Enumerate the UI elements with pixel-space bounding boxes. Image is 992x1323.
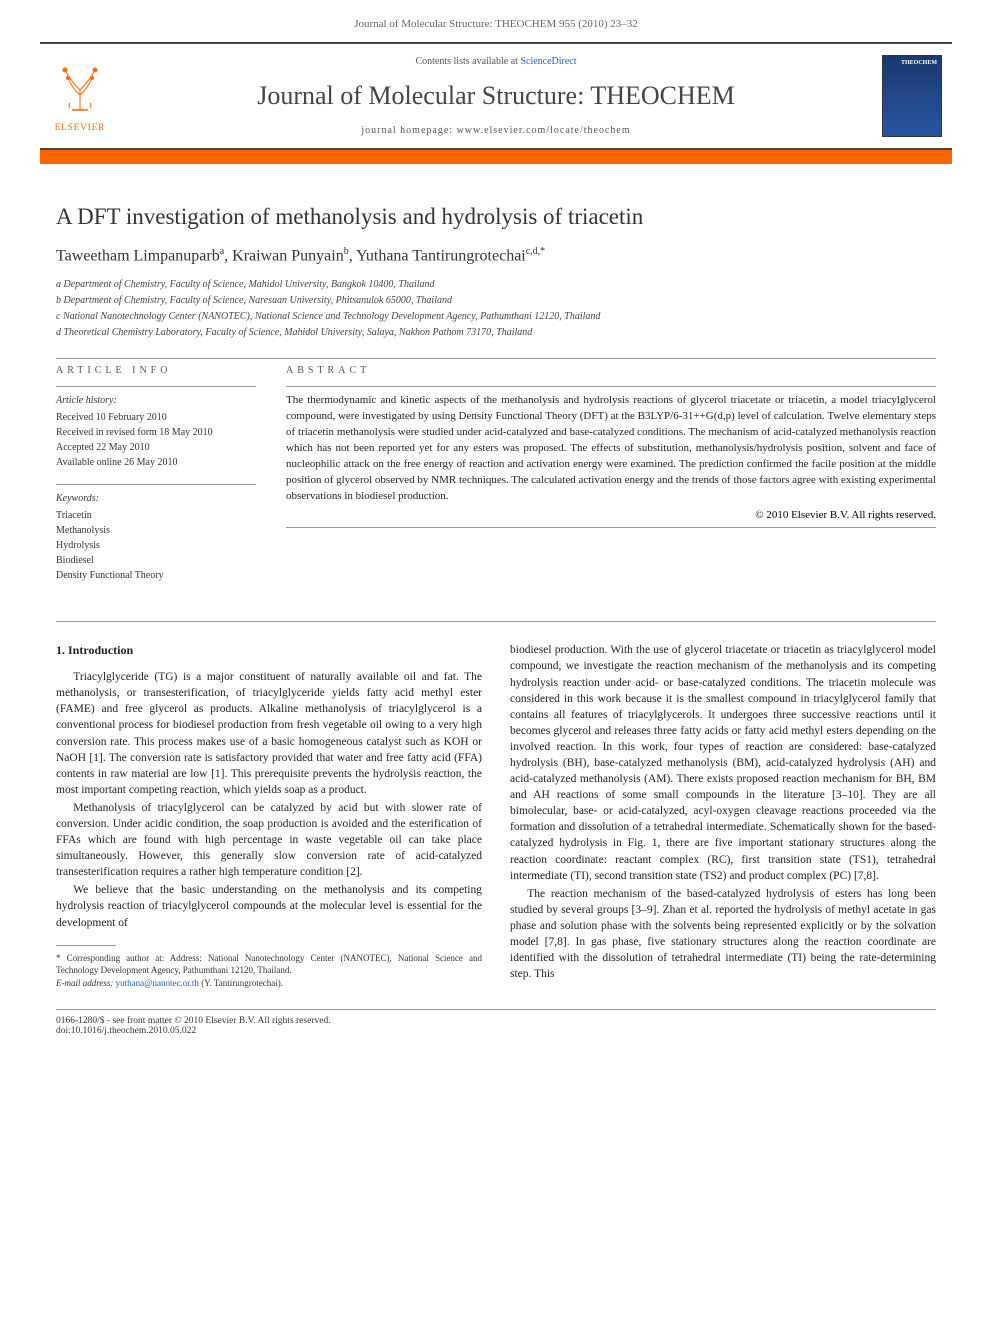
history-2: Accepted 22 May 2010: [56, 440, 256, 455]
sciencedirect-link[interactable]: ScienceDirect: [520, 56, 576, 67]
journal-cover[interactable]: THEOCHEM: [872, 44, 952, 148]
article-info-column: ARTICLE INFO Article history: Received 1…: [56, 365, 256, 597]
contents-prefix: Contents lists available at: [415, 56, 520, 67]
keyword-0: Triacetin: [56, 508, 256, 523]
keyword-1: Methanolysis: [56, 523, 256, 538]
affiliations: a Department of Chemistry, Faculty of Sc…: [56, 277, 936, 340]
elsevier-tree-icon: [50, 60, 110, 120]
divider: [56, 358, 936, 359]
divider: [56, 386, 256, 387]
divider: [286, 386, 936, 387]
section-heading-intro: 1. Introduction: [56, 642, 482, 659]
keyword-2: Hydrolysis: [56, 538, 256, 553]
body-left-column: 1. Introduction Triacylglyceride (TG) is…: [56, 642, 482, 989]
history-3: Available online 26 May 2010: [56, 455, 256, 470]
body-columns: 1. Introduction Triacylglyceride (TG) is…: [56, 642, 936, 989]
accent-bar: [40, 150, 952, 164]
affiliation-c: c National Nanotechnology Center (NANOTE…: [56, 309, 936, 324]
article-history: Article history: Received 10 February 20…: [56, 393, 256, 470]
homepage-url[interactable]: www.elsevier.com/locate/theochem: [457, 125, 631, 136]
affiliation-d: d Theoretical Chemistry Laboratory, Facu…: [56, 325, 936, 340]
citation-text: Journal of Molecular Structure: THEOCHEM…: [354, 18, 638, 30]
article-title: A DFT investigation of methanolysis and …: [56, 204, 936, 230]
footer-bar: 0166-1280/$ - see front matter © 2010 El…: [56, 1009, 936, 1036]
keyword-4: Density Functional Theory: [56, 568, 256, 583]
intro-p5: The reaction mechanism of the based-cata…: [510, 886, 936, 983]
email-label: E-mail address:: [56, 978, 116, 988]
intro-p4: biodiesel production. With the use of gl…: [510, 642, 936, 883]
history-head: Article history:: [56, 393, 256, 408]
cover-title: THEOCHEM: [901, 60, 937, 66]
abstract-copyright: © 2010 Elsevier B.V. All rights reserved…: [286, 509, 936, 521]
footer-issn: 0166-1280/$ - see front matter © 2010 El…: [56, 1016, 936, 1026]
divider: [56, 621, 936, 622]
history-0: Received 10 February 2010: [56, 410, 256, 425]
authors-line: Taweetham Limpanuparba, Kraiwan Punyainb…: [56, 246, 936, 265]
author-2-sup: b: [344, 246, 349, 257]
journal-name: Journal of Molecular Structure: THEOCHEM: [120, 81, 872, 111]
homepage-line: journal homepage: www.elsevier.com/locat…: [120, 125, 872, 136]
author-1: Taweetham Limpanuparb: [56, 247, 220, 264]
affiliation-a: a Department of Chemistry, Faculty of Sc…: [56, 277, 936, 292]
author-1-sup: a: [220, 246, 224, 257]
intro-p2: Methanolysis of triacylglycerol can be c…: [56, 800, 482, 880]
corresponding-email-link[interactable]: yuthana@nanotec.or.th: [116, 978, 199, 988]
journal-header: ELSEVIER Contents lists available at Sci…: [40, 42, 952, 150]
contents-line: Contents lists available at ScienceDirec…: [120, 56, 872, 67]
publisher-label: ELSEVIER: [55, 122, 106, 132]
info-abstract-row: ARTICLE INFO Article history: Received 1…: [56, 365, 936, 597]
body-right-column: biodiesel production. With the use of gl…: [510, 642, 936, 989]
abstract-text: The thermodynamic and kinetic aspects of…: [286, 393, 936, 505]
intro-p1: Triacylglyceride (TG) is a major constit…: [56, 669, 482, 798]
divider: [56, 484, 256, 485]
footnote-corr: * Corresponding author at: Address: Nati…: [56, 952, 482, 977]
publisher-logo[interactable]: ELSEVIER: [40, 44, 120, 148]
abstract-label: ABSTRACT: [286, 365, 936, 376]
citation-bar: Journal of Molecular Structure: THEOCHEM…: [0, 0, 992, 42]
author-2: Kraiwan Punyain: [232, 247, 344, 264]
email-name: (Y. Tantirungrotechai).: [199, 978, 283, 988]
keyword-3: Biodiesel: [56, 553, 256, 568]
author-3-sup: c,d,*: [526, 246, 545, 257]
article-main: A DFT investigation of methanolysis and …: [0, 204, 992, 989]
abstract-column: ABSTRACT The thermodynamic and kinetic a…: [286, 365, 936, 597]
history-1: Received in revised form 18 May 2010: [56, 425, 256, 440]
author-3: Yuthana Tantirungrotechai: [356, 247, 526, 264]
affiliation-b: b Department of Chemistry, Faculty of Sc…: [56, 293, 936, 308]
footer-doi: doi:10.1016/j.theochem.2010.05.022: [56, 1026, 936, 1036]
keywords-head: Keywords:: [56, 491, 256, 506]
homepage-prefix: journal homepage:: [361, 125, 456, 136]
intro-p3: We believe that the basic understanding …: [56, 882, 482, 930]
cover-image: THEOCHEM: [882, 55, 942, 137]
footnote-separator: [56, 945, 116, 946]
footnote-email-line: E-mail address: yuthana@nanotec.or.th (Y…: [56, 977, 482, 990]
header-center: Contents lists available at ScienceDirec…: [120, 44, 872, 148]
divider: [286, 527, 936, 528]
article-info-label: ARTICLE INFO: [56, 365, 256, 376]
corresponding-footnote: * Corresponding author at: Address: Nati…: [56, 952, 482, 990]
keywords-block: Keywords: Triacetin Methanolysis Hydroly…: [56, 491, 256, 583]
